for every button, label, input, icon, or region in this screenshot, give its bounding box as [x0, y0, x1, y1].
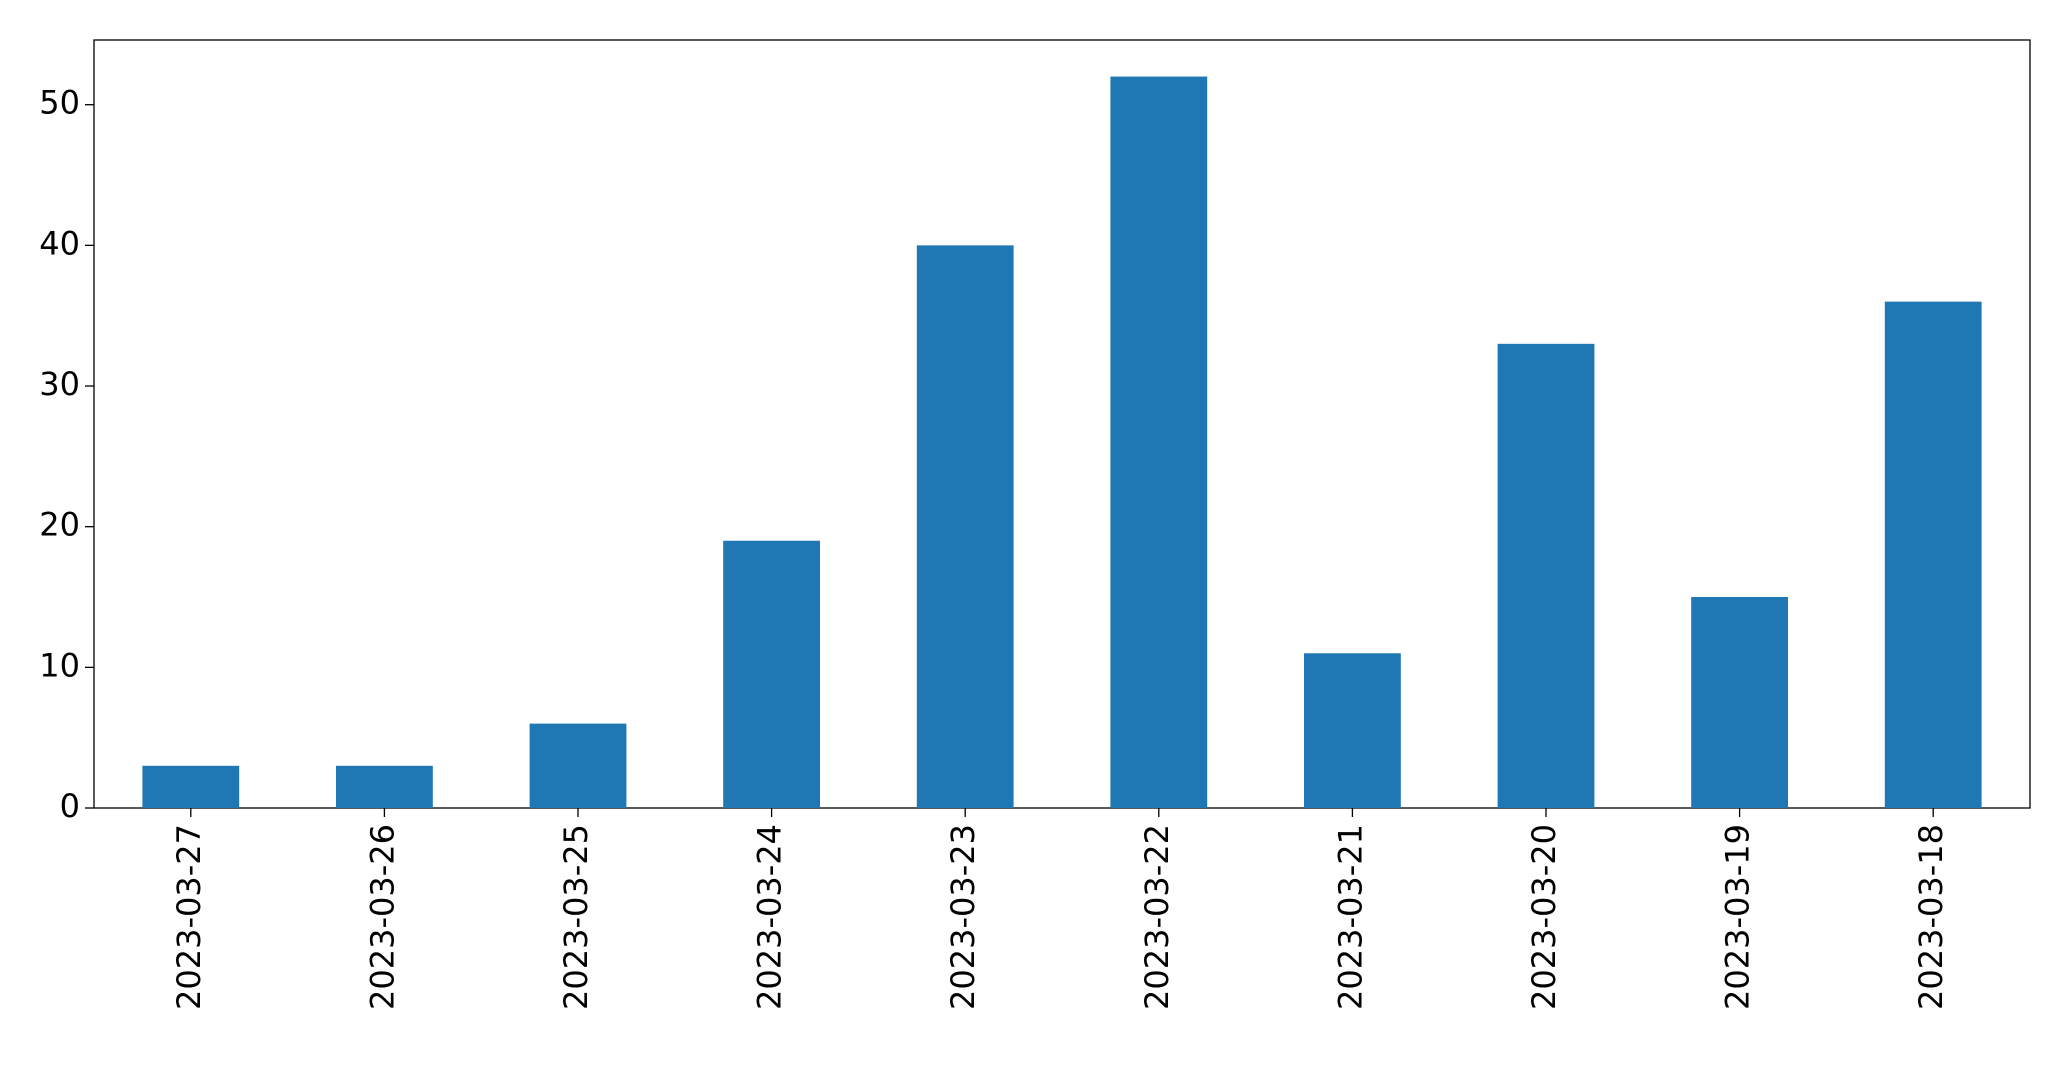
- x-tick-label: 2023-03-25: [557, 824, 595, 1010]
- y-tick-label: 30: [39, 365, 80, 403]
- bar: [1110, 76, 1208, 809]
- y-tick-label: 0: [60, 787, 80, 825]
- x-tick-label: 2023-03-23: [944, 824, 982, 1010]
- y-tick-label: 40: [39, 224, 80, 262]
- x-tick-label: 2023-03-21: [1331, 824, 1369, 1010]
- bar: [1691, 597, 1788, 808]
- bar: [1304, 653, 1401, 808]
- x-tick-label: 2023-03-24: [751, 824, 789, 1010]
- bar: [1884, 301, 1982, 808]
- bar: [336, 765, 433, 808]
- plot-frame: [93, 39, 2031, 809]
- x-tick-label: 2023-03-19: [1719, 824, 1757, 1010]
- x-tick-label: 2023-03-22: [1138, 824, 1176, 1010]
- x-tick-label: 2023-03-27: [170, 824, 208, 1010]
- bar: [1497, 343, 1595, 808]
- x-tick-label: 2023-03-20: [1525, 824, 1563, 1010]
- bar: [723, 540, 820, 808]
- bar: [916, 245, 1014, 808]
- y-tick-label: 10: [39, 646, 80, 684]
- bar: [142, 765, 240, 808]
- y-tick-label: 20: [39, 506, 80, 544]
- bar: [529, 723, 627, 808]
- y-tick-label: 50: [39, 84, 80, 122]
- x-tick-label: 2023-03-18: [1912, 824, 1950, 1010]
- x-tick-label: 2023-03-26: [363, 824, 401, 1010]
